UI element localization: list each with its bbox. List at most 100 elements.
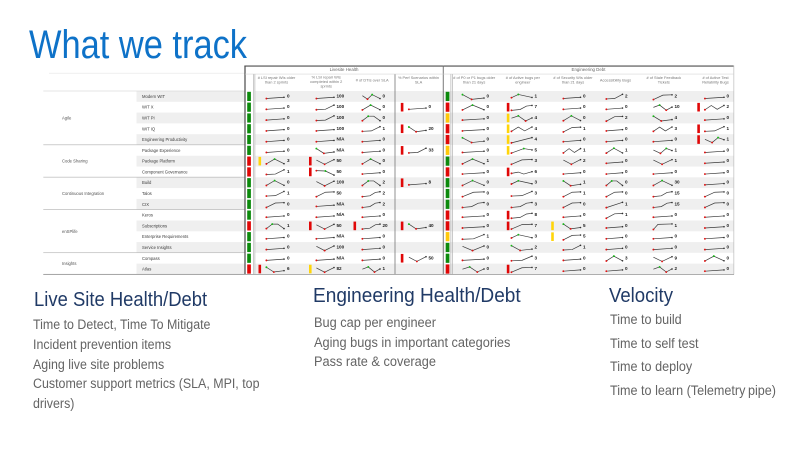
svg-text:0: 0 bbox=[727, 223, 730, 228]
svg-text:1: 1 bbox=[583, 126, 586, 131]
svg-text:7: 7 bbox=[535, 104, 538, 109]
svg-text:Engineering Debt: Engineering Debt bbox=[572, 67, 607, 72]
svg-text:0: 0 bbox=[487, 191, 490, 196]
svg-text:# of P0 or P1 bugs older: # of P0 or P1 bugs older bbox=[453, 75, 496, 80]
svg-text:15: 15 bbox=[675, 201, 681, 206]
svg-text:2: 2 bbox=[675, 93, 678, 98]
svg-text:0: 0 bbox=[287, 93, 290, 98]
svg-text:3: 3 bbox=[535, 234, 538, 239]
svg-text:82: 82 bbox=[337, 266, 343, 271]
svg-text:N/A: N/A bbox=[337, 201, 346, 206]
svg-text:0: 0 bbox=[383, 212, 386, 217]
svg-text:N/A: N/A bbox=[337, 255, 346, 260]
svg-text:0: 0 bbox=[727, 93, 730, 98]
svg-text:0: 0 bbox=[727, 201, 730, 206]
svg-text:completed within 2: completed within 2 bbox=[310, 79, 342, 84]
svg-text:3: 3 bbox=[535, 201, 538, 206]
svg-text:Service Insights: Service Insights bbox=[142, 245, 172, 250]
svg-text:0: 0 bbox=[583, 93, 586, 98]
svg-text:1: 1 bbox=[583, 244, 586, 249]
svg-text:0: 0 bbox=[727, 266, 730, 271]
svg-text:20: 20 bbox=[429, 126, 435, 131]
svg-text:0: 0 bbox=[487, 266, 490, 271]
svg-text:WIT X: WIT X bbox=[142, 105, 154, 110]
svg-text:0: 0 bbox=[583, 137, 586, 142]
svg-text:Enterprise Requirements: Enterprise Requirements bbox=[142, 234, 188, 239]
svg-text:0: 0 bbox=[625, 169, 628, 174]
svg-text:0: 0 bbox=[727, 169, 730, 174]
svg-text:Accessibility Bugs: Accessibility Bugs bbox=[600, 78, 631, 83]
svg-text:0: 0 bbox=[487, 115, 490, 120]
svg-text:0: 0 bbox=[727, 147, 730, 152]
svg-text:0: 0 bbox=[383, 115, 386, 120]
svg-text:5: 5 bbox=[583, 223, 586, 228]
svg-text:sprints: sprints bbox=[320, 84, 332, 89]
svg-text:N/A: N/A bbox=[337, 234, 346, 239]
svg-text:0: 0 bbox=[383, 104, 386, 109]
svg-text:0: 0 bbox=[487, 212, 490, 217]
svg-text:% LSI repair WIs: % LSI repair WIs bbox=[312, 74, 341, 79]
svg-text:0: 0 bbox=[383, 234, 386, 239]
svg-text:Subscriptions: Subscriptions bbox=[142, 223, 167, 228]
svg-text:0: 0 bbox=[625, 158, 628, 163]
svg-text:30: 30 bbox=[675, 180, 681, 185]
svg-text:7: 7 bbox=[535, 223, 538, 228]
svg-text:1: 1 bbox=[287, 169, 290, 174]
svg-text:2: 2 bbox=[383, 180, 386, 185]
svg-text:Package Experience: Package Experience bbox=[142, 148, 181, 153]
svg-text:0: 0 bbox=[727, 180, 730, 185]
svg-text:Modern WIT: Modern WIT bbox=[142, 94, 165, 99]
svg-text:9: 9 bbox=[675, 255, 678, 260]
svg-text:Continuous Integration: Continuous Integration bbox=[62, 191, 105, 196]
svg-text:0: 0 bbox=[727, 115, 730, 120]
svg-text:0: 0 bbox=[625, 234, 628, 239]
svg-text:2: 2 bbox=[383, 191, 386, 196]
svg-text:1: 1 bbox=[487, 158, 490, 163]
svg-text:0: 0 bbox=[487, 180, 490, 185]
svg-text:100: 100 bbox=[337, 180, 345, 185]
svg-text:0: 0 bbox=[287, 115, 290, 120]
svg-text:0: 0 bbox=[383, 137, 386, 142]
svg-text:4: 4 bbox=[535, 115, 538, 120]
svg-text:1: 1 bbox=[675, 158, 678, 163]
svg-text:Build: Build bbox=[142, 180, 152, 185]
svg-text:6: 6 bbox=[287, 266, 290, 271]
svg-text:1: 1 bbox=[675, 147, 678, 152]
svg-text:0: 0 bbox=[383, 93, 386, 98]
svg-text:0: 0 bbox=[487, 104, 490, 109]
svg-text:0: 0 bbox=[487, 223, 490, 228]
svg-text:6: 6 bbox=[535, 169, 538, 174]
svg-text:0: 0 bbox=[625, 191, 628, 196]
svg-text:than 21 days: than 21 days bbox=[463, 80, 485, 85]
svg-text:0: 0 bbox=[287, 126, 290, 131]
svg-text:100: 100 bbox=[337, 244, 345, 249]
svg-text:3: 3 bbox=[535, 255, 538, 260]
svg-text:Agile: Agile bbox=[62, 115, 72, 120]
svg-text:0: 0 bbox=[625, 223, 628, 228]
svg-text:Engineering Productivity: Engineering Productivity bbox=[142, 137, 188, 142]
svg-text:1: 1 bbox=[727, 126, 730, 131]
svg-text:0: 0 bbox=[487, 201, 490, 206]
svg-text:Atlas: Atlas bbox=[142, 267, 151, 272]
svg-text:8: 8 bbox=[535, 212, 538, 217]
svg-text:0: 0 bbox=[287, 137, 290, 142]
svg-text:Code Sharing: Code Sharing bbox=[62, 159, 88, 164]
svg-text:2: 2 bbox=[583, 158, 586, 163]
svg-text:Reliability Bugs: Reliability Bugs bbox=[702, 80, 729, 85]
svg-text:0: 0 bbox=[487, 244, 490, 249]
svg-text:5: 5 bbox=[535, 147, 538, 152]
svg-text:100: 100 bbox=[337, 104, 345, 109]
svg-text:0: 0 bbox=[287, 180, 290, 185]
svg-text:0: 0 bbox=[727, 212, 730, 217]
svg-text:2: 2 bbox=[675, 266, 678, 271]
svg-text:1: 1 bbox=[625, 212, 628, 217]
svg-text:0: 0 bbox=[383, 147, 386, 152]
svg-text:2: 2 bbox=[383, 201, 386, 206]
svg-text:15: 15 bbox=[675, 191, 681, 196]
svg-text:0: 0 bbox=[625, 126, 628, 131]
svg-text:1: 1 bbox=[383, 126, 386, 131]
svg-text:N/A: N/A bbox=[337, 147, 346, 152]
svg-text:# of Security WIs older: # of Security WIs older bbox=[553, 75, 593, 80]
svg-text:50: 50 bbox=[337, 191, 343, 196]
svg-text:0: 0 bbox=[487, 169, 490, 174]
